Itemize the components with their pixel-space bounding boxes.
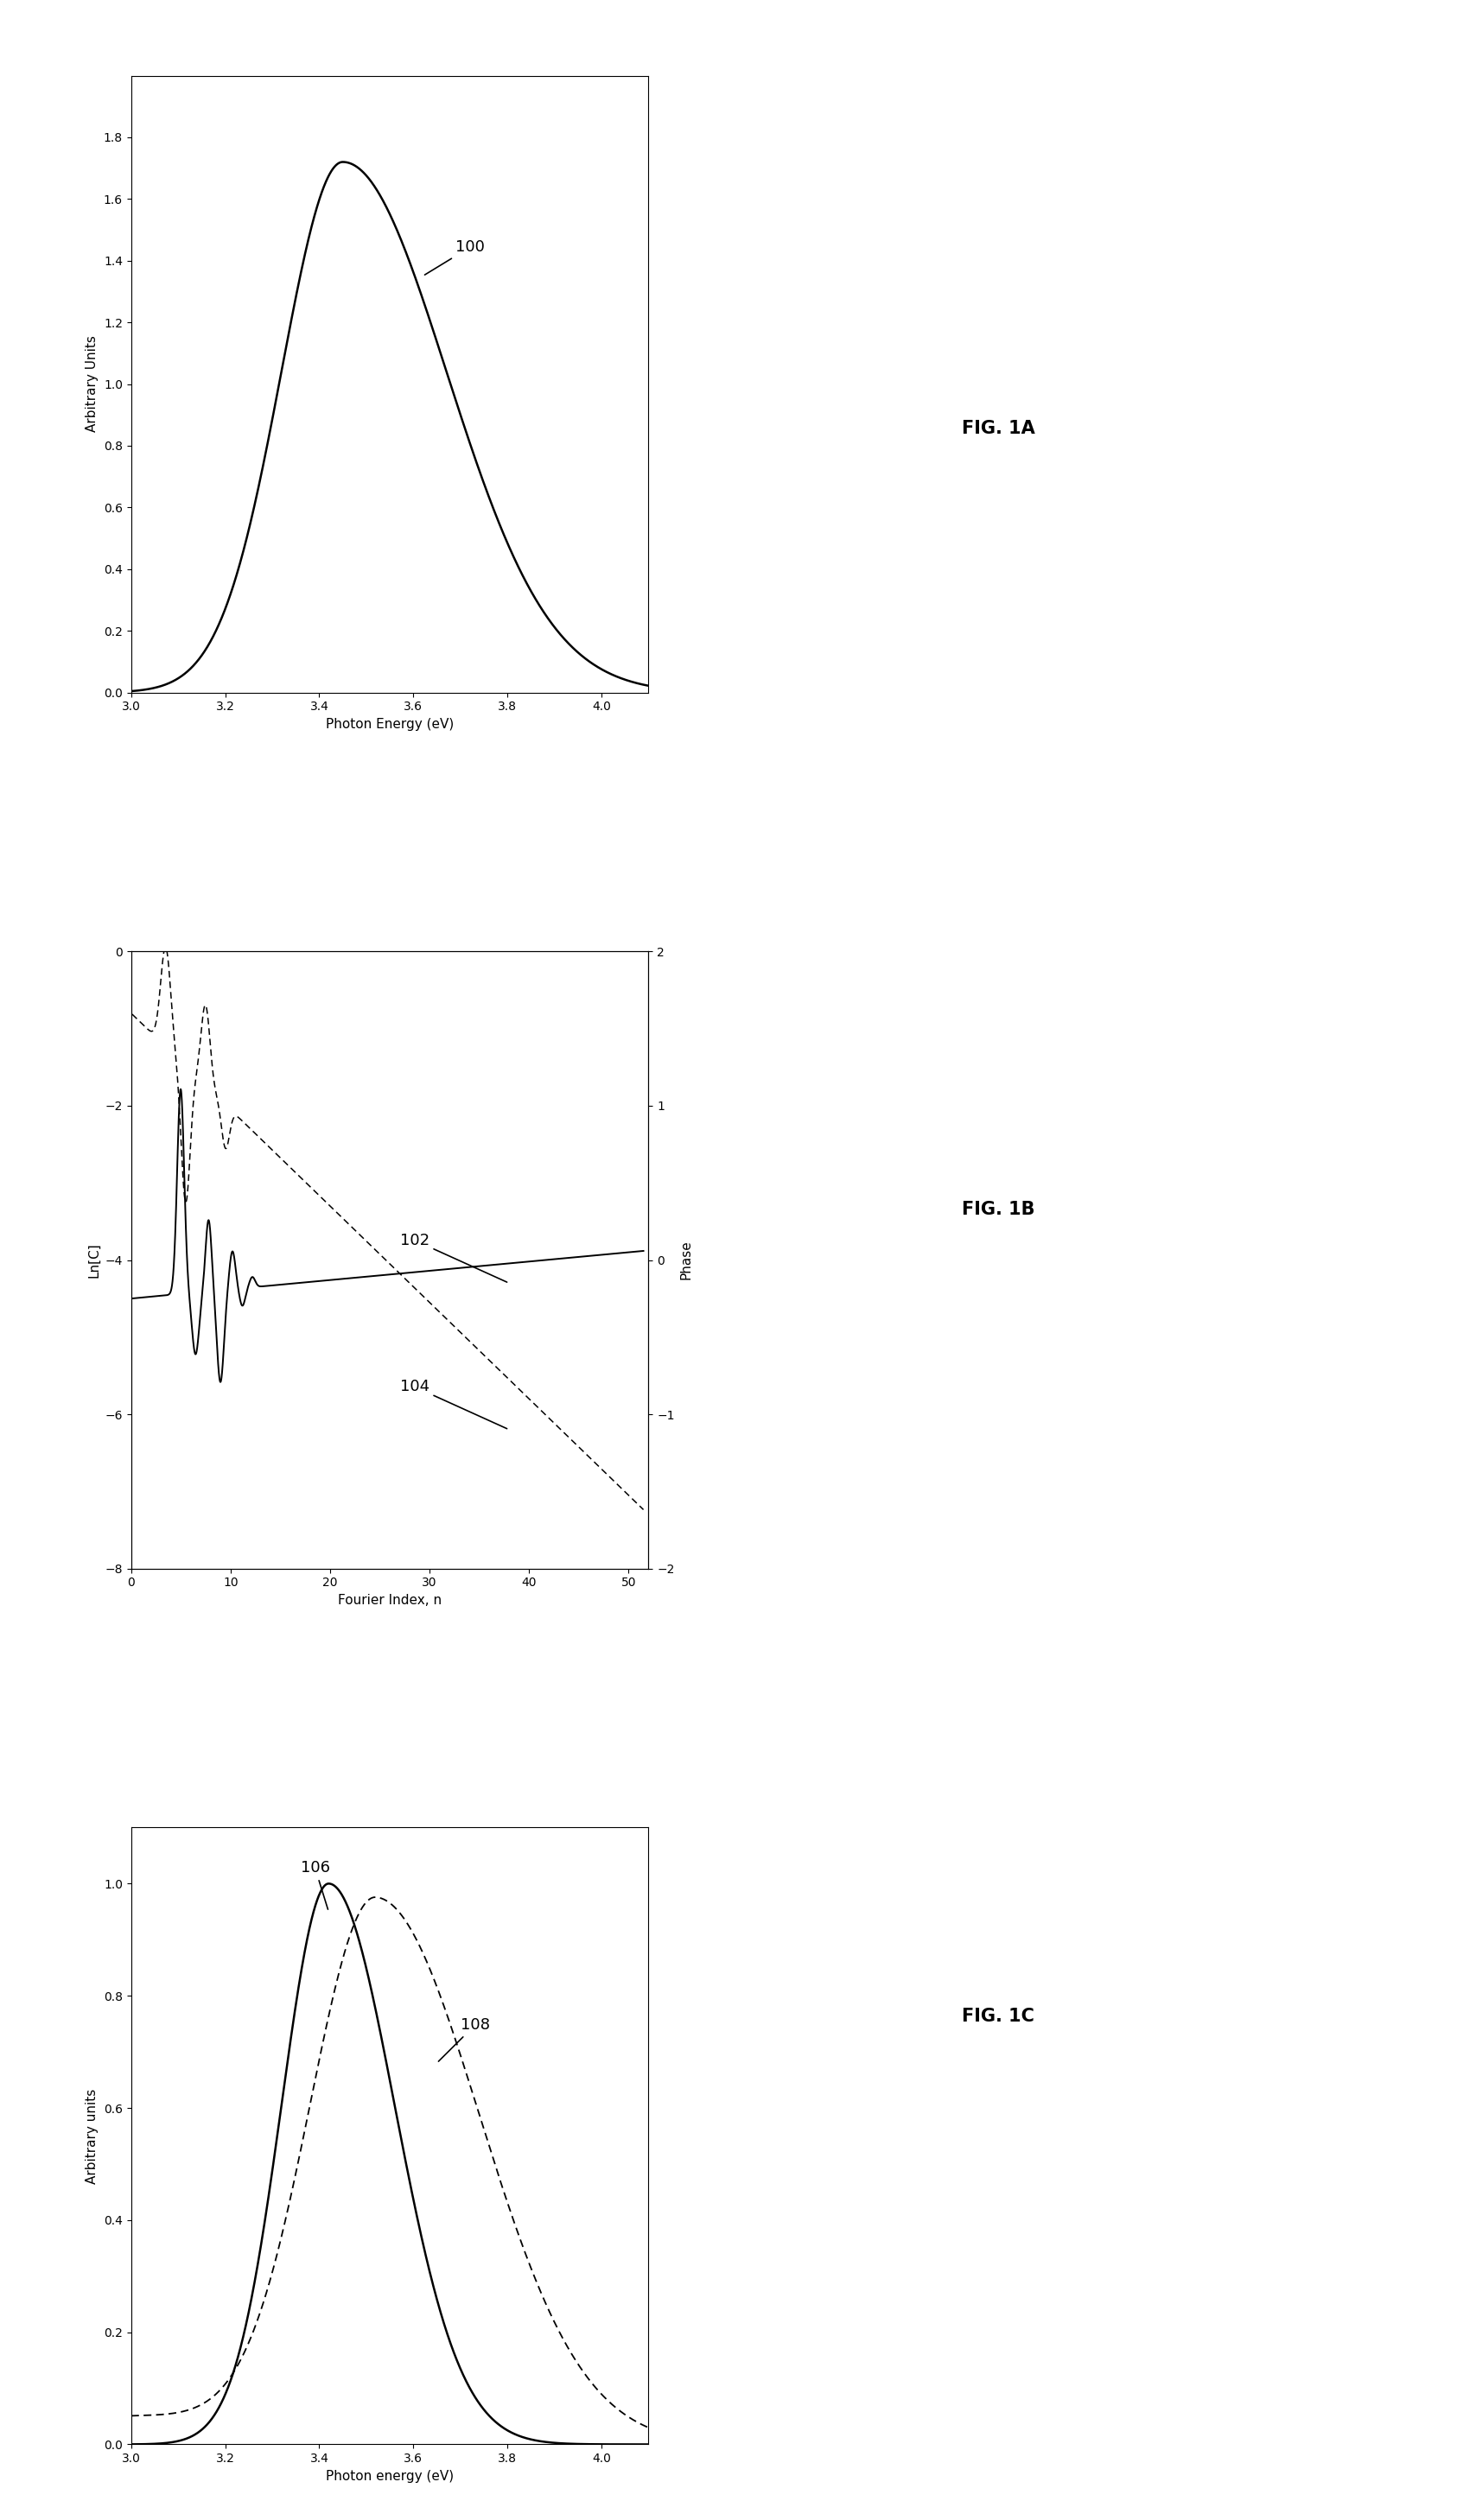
Text: FIG. 1B: FIG. 1B xyxy=(962,1202,1034,1217)
Text: FIG. 1A: FIG. 1A xyxy=(962,421,1034,436)
Y-axis label: Phase: Phase xyxy=(679,1240,692,1280)
Y-axis label: Ln[C]: Ln[C] xyxy=(87,1242,101,1278)
X-axis label: Fourier Index, n: Fourier Index, n xyxy=(338,1593,441,1608)
X-axis label: Photon energy (eV): Photon energy (eV) xyxy=(326,2470,453,2482)
Y-axis label: Arbitrary units: Arbitrary units xyxy=(86,2089,99,2185)
X-axis label: Photon Energy (eV): Photon Energy (eV) xyxy=(326,718,453,731)
Text: FIG. 1C: FIG. 1C xyxy=(962,2008,1034,2024)
Text: 104: 104 xyxy=(399,1378,507,1429)
Text: 108: 108 xyxy=(439,2019,490,2061)
Text: 100: 100 xyxy=(425,239,485,275)
Y-axis label: Arbitrary Units: Arbitrary Units xyxy=(86,335,99,433)
Text: 102: 102 xyxy=(399,1232,507,1283)
Text: 106: 106 xyxy=(300,1860,329,1910)
